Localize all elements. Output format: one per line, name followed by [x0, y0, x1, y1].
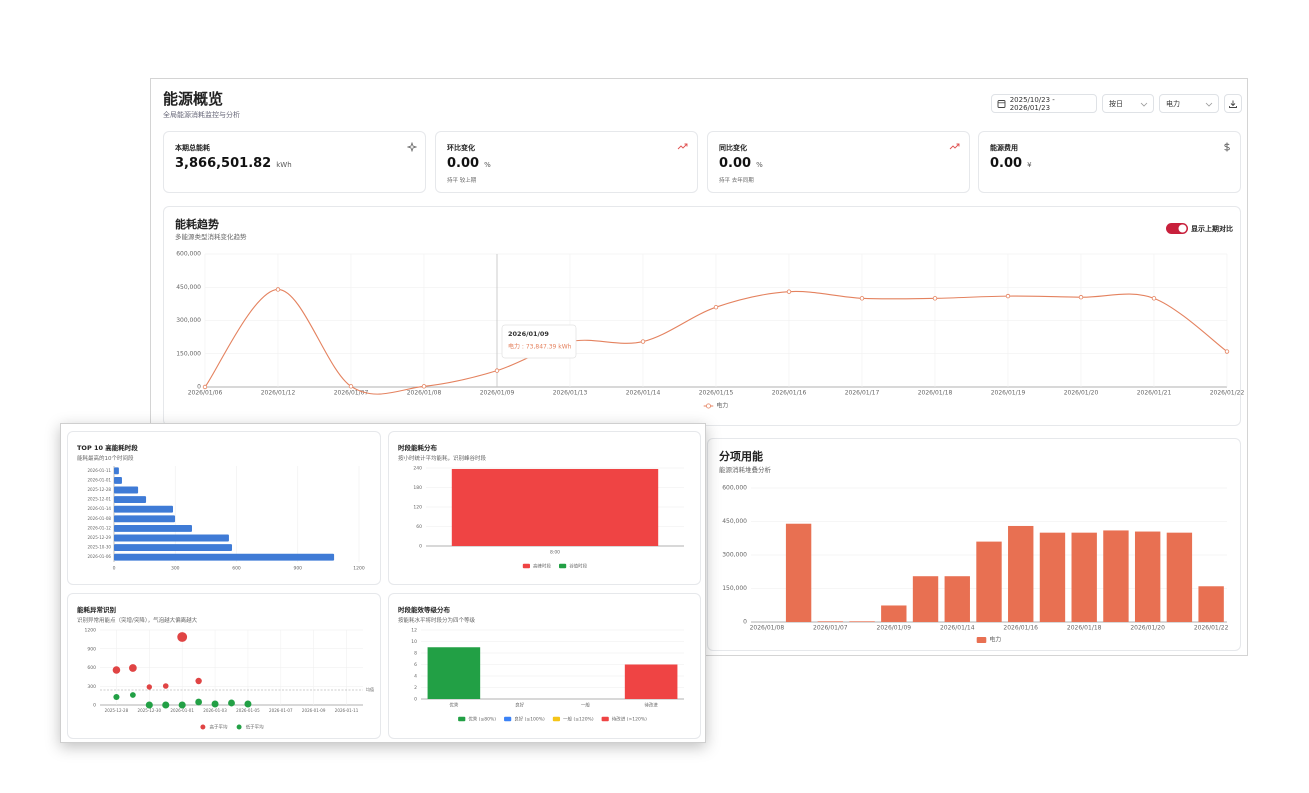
kpi-unit: ¥ [1027, 161, 1032, 169]
granularity: 按日 [1109, 99, 1123, 108]
card-subtitle: 多能源类型消耗变化趋势 [175, 233, 247, 241]
chart-card: 时段能耗分布 按小时统计平均能耗，识别峰谷时段 [388, 431, 701, 585]
granularity-select[interactable]: 按日 [1102, 94, 1154, 113]
kpi-label: 同比变化 [719, 144, 747, 152]
card-subtitle: 按小时统计平均能耗，识别峰谷时段 [398, 456, 487, 462]
trend-card: 能耗趋势 多能源类型消耗变化趋势 显示上期对比 [163, 206, 1241, 426]
card-title: 能耗趋势 [175, 218, 219, 231]
chevron [1205, 102, 1213, 107]
kpi-card: 能源费用 0.00 ¥ [978, 131, 1241, 193]
trend-icon [677, 143, 688, 150]
kpi-card: 本期总能耗 3,866,501.82 kWh [163, 131, 426, 193]
currency-icon [1224, 142, 1230, 152]
kpi-value: 0.00 [447, 156, 480, 171]
kpi-note: 持平 去年同期 [719, 178, 754, 184]
toggle[interactable] [1166, 223, 1188, 234]
page-title: 能源概览 [163, 90, 224, 108]
breakdown-card: 分项用能 能源消耗堆叠分析 [707, 438, 1241, 651]
card-title: TOP 10 高能耗时段 [77, 444, 138, 452]
kpi-value: 3,866,501.82 [175, 156, 272, 171]
kpi-label: 环比变化 [447, 144, 475, 152]
card-title: 分项用能 [719, 450, 763, 463]
chevron [1140, 102, 1148, 107]
card-subtitle: 按能耗水平将时段分为四个等级 [398, 618, 476, 624]
chart-card: TOP 10 高能耗时段 能耗最高的10个时间段 [67, 431, 381, 585]
chart-card: 能耗异常识别 识别异常用能点（突增/突降），气泡越大偏离越大 [67, 593, 381, 739]
card-title: 时段能耗分布 [398, 444, 437, 452]
energy-type: 电力 [1166, 99, 1180, 108]
sparkle-icon [407, 142, 417, 152]
kpi-card: 同比变化 0.00% 持平 去年同期 [707, 131, 970, 193]
kpi-value: 0.00 [990, 156, 1023, 171]
kpi-note: 持平 较上期 [447, 178, 477, 184]
calendar-icon [997, 99, 1006, 108]
card-subtitle: 能源消耗堆叠分析 [719, 466, 771, 474]
kpi-unit: % [484, 161, 491, 169]
card-subtitle: 识别异常用能点（突增/突降），气泡越大偏离越大 [77, 618, 198, 624]
date-range: 2025/10/23 - 2026/01/23 [1009, 95, 1055, 112]
kpi-value: 0.00 [719, 156, 752, 171]
card-title: 能耗异常识别 [77, 606, 116, 614]
kpi-label: 本期总能耗 [175, 144, 210, 152]
kpi-label: 能源费用 [990, 144, 1018, 152]
kpi-unit: % [756, 161, 763, 169]
kpi-unit: kWh [276, 161, 292, 169]
analysis-window: TOP 10 高能耗时段 能耗最高的10个时间段 时段能耗分布 按小时统计平均能… [60, 423, 706, 743]
download-icon [1229, 100, 1237, 108]
energy-type-select[interactable]: 电力 [1159, 94, 1219, 113]
date-picker[interactable]: 2025/10/23 - 2026/01/23 [991, 94, 1097, 113]
chart-card: 时段能效等级分布 按能耗水平将时段分为四个等级 [388, 593, 701, 739]
download-button[interactable] [1224, 94, 1242, 113]
toggle-label: 显示上期对比 [1191, 225, 1233, 233]
kpi-card: 环比变化 0.00% 持平 较上期 [435, 131, 698, 193]
trend-icon [949, 143, 960, 150]
page-subtitle: 全局能源消耗监控与分析 [163, 111, 240, 119]
card-subtitle: 能耗最高的10个时间段 [77, 456, 134, 462]
card-title: 时段能效等级分布 [398, 606, 450, 614]
